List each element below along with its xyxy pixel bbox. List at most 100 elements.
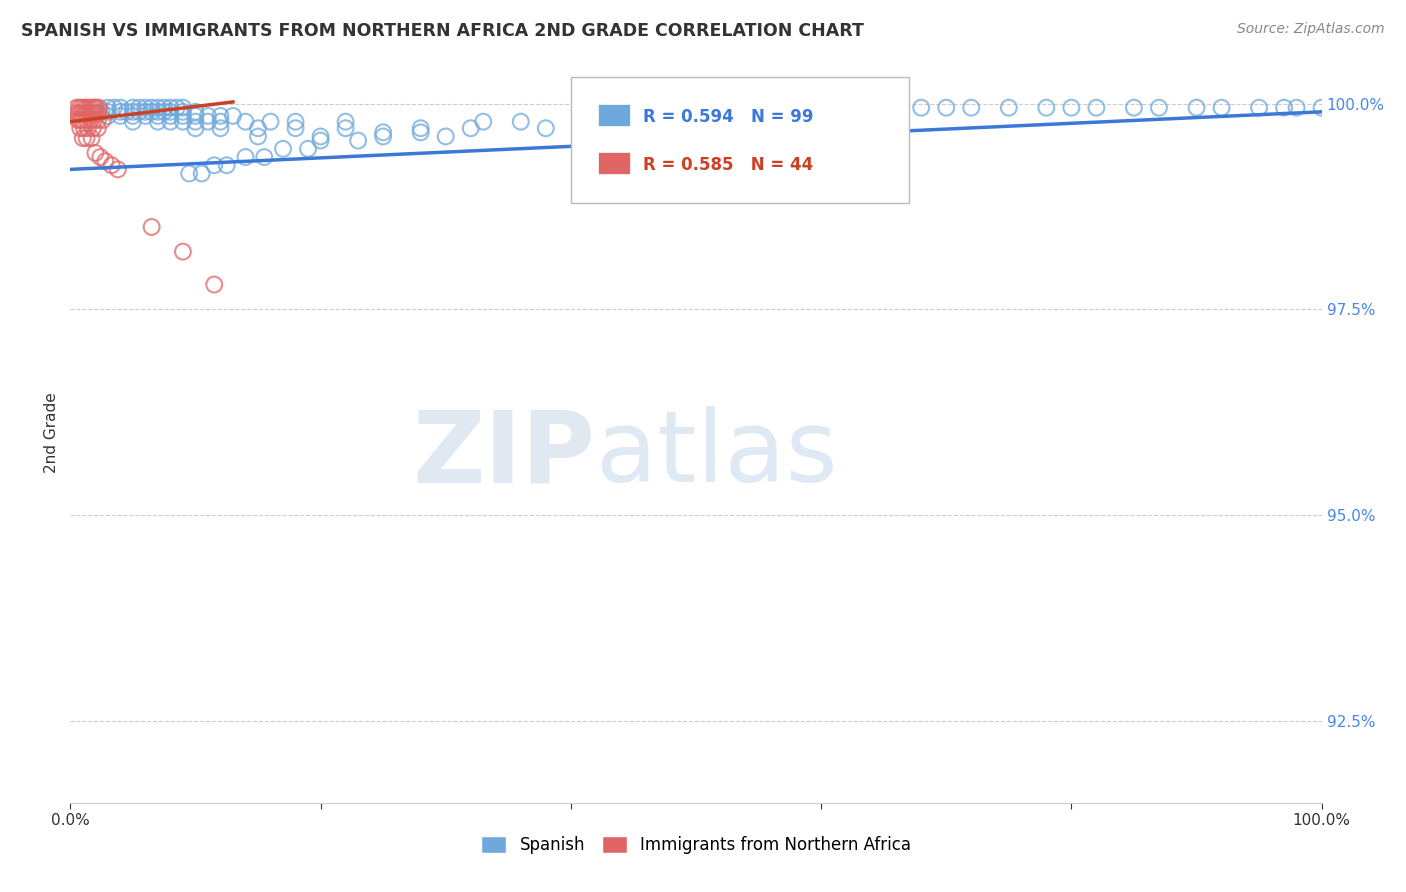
Point bbox=[86, 101, 108, 115]
Point bbox=[97, 109, 120, 123]
Point bbox=[284, 114, 307, 128]
Text: R = 0.585   N = 44: R = 0.585 N = 44 bbox=[644, 156, 814, 174]
Text: ZIP: ZIP bbox=[413, 407, 596, 503]
Point bbox=[66, 113, 89, 128]
Point bbox=[209, 114, 232, 128]
Point bbox=[134, 101, 156, 115]
Point bbox=[297, 142, 319, 156]
Point bbox=[585, 104, 607, 119]
Point bbox=[69, 121, 91, 136]
Point bbox=[80, 131, 103, 145]
Point bbox=[146, 101, 169, 115]
Point bbox=[335, 114, 357, 128]
Point bbox=[197, 114, 219, 128]
Point bbox=[110, 104, 132, 119]
Point bbox=[309, 134, 332, 148]
Point bbox=[72, 131, 94, 145]
Point bbox=[910, 101, 932, 115]
Point bbox=[935, 101, 957, 115]
Point bbox=[810, 101, 832, 115]
Text: atlas: atlas bbox=[596, 407, 838, 503]
Point bbox=[84, 101, 107, 115]
Point bbox=[73, 101, 96, 115]
Point bbox=[347, 134, 370, 148]
Point bbox=[91, 113, 114, 128]
Point bbox=[76, 106, 98, 120]
Point bbox=[76, 113, 98, 128]
Legend: Spanish, Immigrants from Northern Africa: Spanish, Immigrants from Northern Africa bbox=[474, 830, 918, 861]
Point bbox=[209, 121, 232, 136]
Point bbox=[146, 114, 169, 128]
Point bbox=[79, 113, 101, 128]
Point bbox=[121, 109, 145, 123]
FancyBboxPatch shape bbox=[599, 152, 630, 174]
Point bbox=[309, 129, 332, 144]
Point bbox=[253, 150, 276, 164]
Point bbox=[172, 104, 194, 119]
Point bbox=[67, 101, 90, 115]
Point bbox=[159, 114, 181, 128]
Point bbox=[209, 109, 232, 123]
Point bbox=[247, 129, 270, 144]
Point bbox=[107, 162, 129, 177]
Point bbox=[172, 109, 194, 123]
Point bbox=[835, 101, 858, 115]
Point bbox=[371, 129, 394, 144]
Point bbox=[110, 101, 132, 115]
Point bbox=[80, 101, 103, 115]
Point bbox=[146, 109, 169, 123]
Point bbox=[271, 142, 294, 156]
Point bbox=[335, 121, 357, 136]
Point bbox=[134, 104, 156, 119]
Text: Source: ZipAtlas.com: Source: ZipAtlas.com bbox=[1237, 22, 1385, 37]
Point bbox=[1085, 101, 1108, 115]
Point bbox=[872, 101, 894, 115]
Point bbox=[235, 114, 257, 128]
Point bbox=[87, 106, 110, 120]
Point bbox=[1060, 101, 1083, 115]
Point bbox=[90, 104, 112, 119]
Point bbox=[434, 129, 457, 144]
Point bbox=[77, 106, 100, 120]
Point bbox=[153, 104, 176, 119]
Point bbox=[534, 121, 557, 136]
Point bbox=[72, 113, 94, 128]
Point bbox=[77, 101, 100, 115]
Point bbox=[159, 104, 181, 119]
Point bbox=[179, 166, 201, 180]
Point bbox=[97, 101, 120, 115]
Point bbox=[172, 244, 194, 259]
Point bbox=[70, 106, 93, 120]
Point bbox=[197, 109, 219, 123]
Point bbox=[97, 104, 120, 119]
Point bbox=[146, 104, 169, 119]
Point bbox=[121, 114, 145, 128]
Point bbox=[65, 106, 87, 120]
Point bbox=[222, 109, 245, 123]
Point bbox=[172, 114, 194, 128]
Point bbox=[83, 113, 105, 128]
Point bbox=[76, 101, 98, 115]
Point bbox=[1185, 101, 1208, 115]
Point bbox=[87, 113, 110, 128]
Point bbox=[509, 114, 531, 128]
Point bbox=[409, 121, 432, 136]
Point bbox=[121, 104, 145, 119]
Point bbox=[997, 101, 1019, 115]
Point bbox=[141, 104, 163, 119]
Point bbox=[80, 106, 103, 120]
Point bbox=[184, 109, 207, 123]
Point bbox=[65, 101, 87, 115]
Point bbox=[247, 121, 270, 136]
Point bbox=[472, 114, 495, 128]
Y-axis label: 2nd Grade: 2nd Grade bbox=[44, 392, 59, 473]
Point bbox=[184, 121, 207, 136]
Point bbox=[73, 121, 96, 136]
Point bbox=[128, 104, 150, 119]
Point bbox=[94, 154, 117, 169]
Point bbox=[141, 219, 163, 234]
Point bbox=[371, 125, 394, 139]
Point bbox=[115, 104, 138, 119]
Point bbox=[134, 109, 156, 123]
Text: SPANISH VS IMMIGRANTS FROM NORTHERN AFRICA 2ND GRADE CORRELATION CHART: SPANISH VS IMMIGRANTS FROM NORTHERN AFRI… bbox=[21, 22, 863, 40]
